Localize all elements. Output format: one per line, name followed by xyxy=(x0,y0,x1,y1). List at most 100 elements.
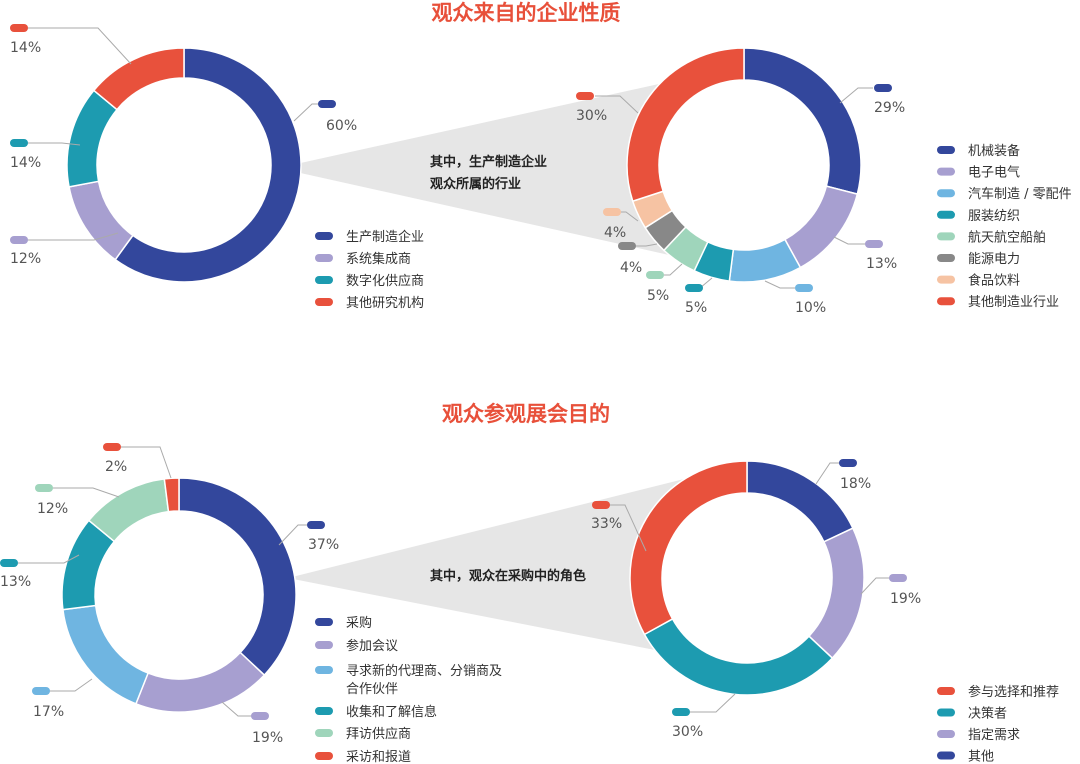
connector-funnel-top xyxy=(278,78,687,259)
connector-caption-line-2: 观众所属的行业 xyxy=(430,176,521,192)
legend-2-label-item-6: 能源电力 xyxy=(968,252,1020,267)
donut-chart-1: 60% 12% 14% 14% xyxy=(10,24,357,283)
donut-2-leader-item-6 xyxy=(636,243,658,247)
donut-1-value-label-item-3: 14% xyxy=(10,155,41,171)
legend-4-swatch-item-2 xyxy=(937,708,955,717)
donut-2-value-label-item-2: 13% xyxy=(866,256,897,272)
legend-1-label-item-1: 生产制造企业 xyxy=(346,229,424,245)
donut-4-value-label-item-2: 19% xyxy=(890,591,921,607)
donut-3-leader-item-5 xyxy=(53,487,120,498)
donut-1-leader-item-3 xyxy=(25,142,81,146)
legend-2-label-item-1: 机械装备 xyxy=(968,143,1020,159)
legend-3-swatch-item-4 xyxy=(315,707,333,715)
legend-3-swatch-item-3 xyxy=(315,666,333,674)
legend-4-swatch-item-1 xyxy=(937,687,955,695)
donut-1-marker-item-2 xyxy=(10,236,28,244)
legend-2-swatch-item-5 xyxy=(937,232,955,241)
donut-1-marker-item-4 xyxy=(10,24,28,32)
legend-2-label-item-7: 食品饮料 xyxy=(968,273,1020,289)
donut-3-value-label-item-2: 19% xyxy=(252,730,283,746)
legend-2-label-item-8: 其他制造业行业 xyxy=(968,295,1059,310)
legend-3-label-item-3-line-2: 合作伙伴 xyxy=(346,682,398,697)
connector-funnel-bottom xyxy=(288,475,700,650)
legend-1-label-item-2: 系统集成商 xyxy=(346,251,411,267)
donut-3-slice-item-2 xyxy=(134,651,266,713)
donut-4-leader-item-1 xyxy=(815,462,840,485)
legend-2-label-item-2: 电子电气 xyxy=(968,165,1020,181)
legend-3-label-item-6: 采访和报道 xyxy=(346,750,411,764)
legend-4-swatch-item-4 xyxy=(937,751,955,760)
donut-3-leader-item-2 xyxy=(221,701,252,717)
donut-2-marker-item-3 xyxy=(795,284,813,292)
legend-2-swatch-item-3 xyxy=(937,189,955,198)
donut-3-slice-item-3 xyxy=(62,604,150,705)
donut-2-value-label-item-1: 29% xyxy=(874,100,905,116)
donut-2-leader-item-5 xyxy=(664,263,683,276)
legend-1-swatch-item-4 xyxy=(315,298,333,306)
donut-4-marker-item-1 xyxy=(839,459,857,467)
donut-1-value-label-item-4: 14% xyxy=(10,40,41,56)
donut-2-leader-item-2 xyxy=(833,236,867,245)
donut-2-marker-item-5 xyxy=(646,271,664,279)
donut-1-slice-item-4 xyxy=(92,47,185,111)
donut-3-leader-item-6 xyxy=(121,446,172,479)
donut-3-value-label-item-6: 2% xyxy=(105,459,127,475)
donut-3-leader-item-1 xyxy=(278,524,307,546)
donut-chart-4: 18% 19% 30% 33% xyxy=(591,459,921,740)
legend-2-swatch-item-2 xyxy=(937,167,955,176)
donut-4-leader-item-3 xyxy=(690,693,736,713)
legend-3-label-item-4: 收集和了解信息 xyxy=(346,704,437,720)
donut-2-value-label-item-3: 10% xyxy=(795,300,826,316)
legend-4-swatch-item-3 xyxy=(937,730,955,738)
donut-2-slice-item-8 xyxy=(626,47,745,203)
donut-3-marker-item-6 xyxy=(103,443,121,451)
donut-3-value-label-item-1: 37% xyxy=(308,537,339,553)
section-title-purpose: 观众参观展会目的 xyxy=(442,402,610,426)
legend-3-swatch-item-2 xyxy=(315,641,333,649)
legend-4-label-item-4: 其他 xyxy=(968,750,994,764)
donut-2-marker-item-2 xyxy=(865,240,883,248)
donut-2-value-label-item-6: 4% xyxy=(620,260,642,276)
donut-2-leader-item-1 xyxy=(839,87,873,104)
donut-4-leader-item-2 xyxy=(860,577,890,595)
donut-4-slice-item-4 xyxy=(629,460,748,636)
donut-3-value-label-item-3: 17% xyxy=(33,704,64,720)
legend-2-swatch-item-7 xyxy=(937,275,955,284)
connector-caption-role: 其中，观众在采购中的角色 xyxy=(430,568,586,584)
donut-4-leader-item-4 xyxy=(609,504,647,552)
legend-3-swatch-item-6 xyxy=(315,752,333,760)
donut-2-leader-item-8 xyxy=(595,95,639,114)
donut-2-value-label-item-4: 5% xyxy=(685,300,707,316)
donut-4-value-label-item-3: 30% xyxy=(672,724,703,740)
donut-1-leader-item-4 xyxy=(25,27,132,65)
section-title-enterprise: 观众来自的企业性质 xyxy=(432,1,621,25)
legend-1-swatch-item-3 xyxy=(315,276,333,284)
donut-2-leader-item-3 xyxy=(764,280,795,289)
donut-4-marker-item-4 xyxy=(592,501,610,509)
donut-2-marker-item-7 xyxy=(603,208,621,216)
legend-1-label-item-3: 数字化供应商 xyxy=(346,273,424,289)
donut-2-leader-item-7 xyxy=(621,211,639,222)
legend-2-swatch-item-6 xyxy=(937,254,955,262)
donut-3-value-label-item-4: 13% xyxy=(0,574,31,590)
legend-3-label-item-5: 拜访供应商 xyxy=(346,726,411,742)
legend-2-swatch-item-8 xyxy=(937,297,955,306)
legend-3-label-item-1: 采购 xyxy=(346,615,372,631)
donut-4-marker-item-2 xyxy=(889,574,907,582)
legend-3-swatch-item-1 xyxy=(315,618,333,626)
donut-4-slice-item-2 xyxy=(807,527,865,660)
donut-4-slice-item-1 xyxy=(746,460,854,543)
legend-1-label-item-4: 其他研究机构 xyxy=(346,296,424,311)
legend-1-swatch-item-1 xyxy=(315,232,333,240)
donut-3-marker-item-4 xyxy=(0,559,18,567)
legend-2-label-item-3: 汽车制造 / 零配件 xyxy=(968,186,1072,202)
donut-3-slice-item-6 xyxy=(163,477,180,513)
donut-4-marker-item-3 xyxy=(672,708,690,716)
donut-2-value-label-item-7: 4% xyxy=(604,225,626,241)
donut-3-slice-item-1 xyxy=(178,477,297,677)
